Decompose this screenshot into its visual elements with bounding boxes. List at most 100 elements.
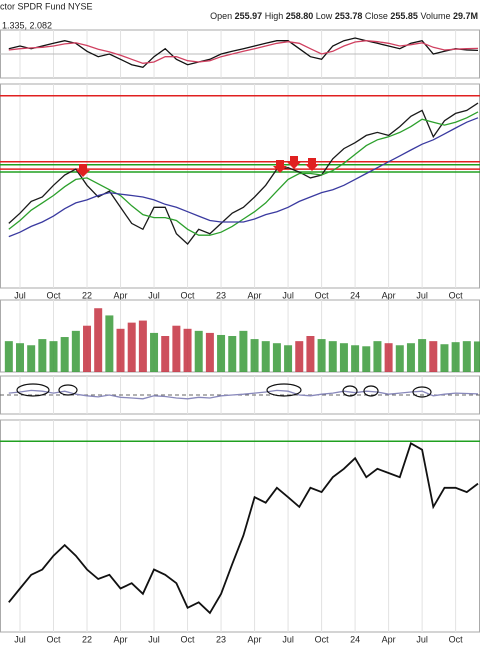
arrow <box>273 160 287 173</box>
quote-label: Open <box>210 11 232 21</box>
x-tick-label: Oct <box>47 634 62 644</box>
volume-bar <box>462 341 471 372</box>
x-tick-label: Jul <box>148 634 160 644</box>
series-line <box>8 117 479 238</box>
x-tick-label: Jul <box>14 634 26 644</box>
volume-bar <box>150 332 159 372</box>
x-tick-label: Apr <box>382 290 396 300</box>
indicator-values: 1.335, 2.082 <box>2 20 52 30</box>
highlight-ellipse <box>363 385 379 397</box>
quote-label: Close <box>365 11 388 21</box>
x-tick-label: Oct <box>315 290 330 300</box>
quote-value: 255.85 <box>390 11 418 21</box>
volume-bar <box>384 343 393 372</box>
volume-bar <box>440 344 449 372</box>
x-tick-label: 22 <box>82 290 92 300</box>
volume-bar <box>172 325 181 372</box>
volume-bar <box>138 320 147 372</box>
volume-bar <box>228 336 237 372</box>
volume-bar <box>94 308 103 372</box>
symbol-title: ctor SPDR Fund NYSE <box>0 1 93 11</box>
highlight-ellipse <box>266 383 302 397</box>
series-line <box>8 111 479 236</box>
volume-bar <box>317 339 326 372</box>
x-tick-label: Jul <box>282 290 294 300</box>
x-tick-label: 23 <box>216 634 226 644</box>
quote-label: High <box>265 11 284 21</box>
volume-bar <box>38 339 47 372</box>
volume-bar <box>250 339 259 372</box>
volume-bar <box>295 341 304 372</box>
volume-bar <box>116 328 125 372</box>
x-tick-label: Apr <box>114 634 128 644</box>
quote-value: 29.7M <box>453 11 478 21</box>
quote-value: 253.78 <box>335 11 363 21</box>
volume-bar <box>205 332 214 372</box>
volume-bar <box>406 343 415 372</box>
x-tick-label: Jul <box>14 290 26 300</box>
volume-bar <box>362 346 371 372</box>
volume-bar <box>105 315 114 372</box>
volume-bar <box>161 336 170 372</box>
volume-bar <box>473 341 480 372</box>
x-tick-label: Apr <box>114 290 128 300</box>
volume-bar <box>306 336 315 372</box>
highlight-ellipse <box>342 385 358 397</box>
x-tick-label: 24 <box>350 290 360 300</box>
x-tick-label: Oct <box>449 634 464 644</box>
x-tick-label: Oct <box>47 290 62 300</box>
highlight-ellipse <box>16 383 50 397</box>
x-tick-label: Apr <box>248 634 262 644</box>
volume-bar <box>418 339 427 372</box>
volume-bar <box>60 337 69 372</box>
x-tick-label: Jul <box>148 290 160 300</box>
quote-label: Volume <box>420 11 450 21</box>
x-tick-label: Oct <box>315 634 330 644</box>
volume-bar <box>395 345 404 372</box>
x-tick-label: 24 <box>350 634 360 644</box>
x-tick-label: 22 <box>82 634 92 644</box>
volume-bar <box>261 341 270 372</box>
series-line <box>8 441 479 615</box>
x-tick-label: Jul <box>416 634 428 644</box>
annotations <box>16 156 432 398</box>
volume-bar <box>451 342 460 372</box>
volume-bar <box>83 325 92 372</box>
volume-bar <box>217 334 226 372</box>
volume-bar <box>373 341 382 372</box>
volume-bar <box>194 330 203 372</box>
volume-bar <box>339 343 348 372</box>
volume-bar <box>27 345 36 372</box>
x-tick-label: Oct <box>449 290 464 300</box>
x-tick-label: Jul <box>416 290 428 300</box>
volume-bar <box>183 328 192 372</box>
quote-label: Low <box>316 11 333 21</box>
x-tick-label: Oct <box>181 634 196 644</box>
x-tick-label: Apr <box>248 290 262 300</box>
volume-bar <box>4 341 13 372</box>
arrow <box>76 164 90 177</box>
volume-bar <box>351 345 360 372</box>
volume-bar <box>127 322 136 372</box>
volume-bar <box>284 345 293 372</box>
volume-bar <box>272 343 281 372</box>
volume-bar <box>71 330 80 372</box>
series-line <box>8 389 479 400</box>
arrow <box>305 158 319 171</box>
x-tick-label: Jul <box>282 634 294 644</box>
x-tick-label: Oct <box>181 290 196 300</box>
series-line <box>8 37 479 69</box>
volume-bar <box>239 330 248 372</box>
volume-bar <box>328 341 337 372</box>
quote-value: 258.80 <box>286 11 314 21</box>
panels: 1.335, 2.082 Jul Oct 22 Apr Jul Oct 23 Apr Jul Oct… <box>0 20 480 644</box>
quote-value: 255.97 <box>235 11 263 21</box>
series-line <box>8 102 479 245</box>
highlight-ellipse <box>412 386 432 398</box>
series-line <box>8 40 479 64</box>
volume-bar <box>429 341 438 372</box>
volume-bar <box>16 343 24 372</box>
arrow <box>287 156 301 169</box>
